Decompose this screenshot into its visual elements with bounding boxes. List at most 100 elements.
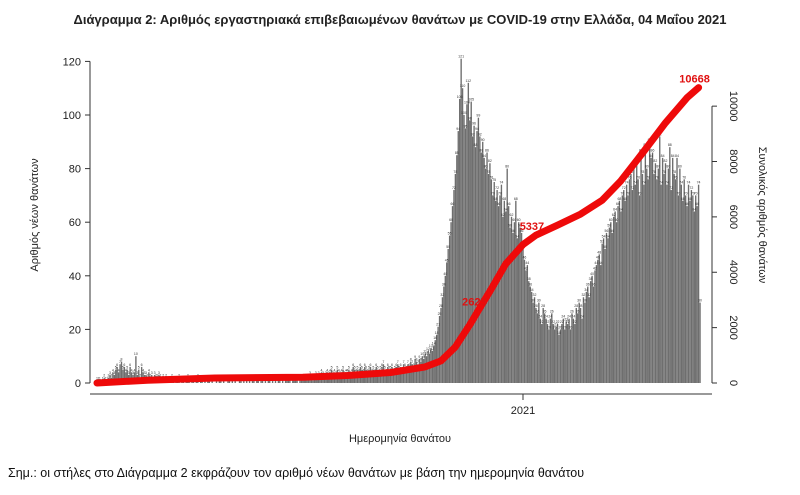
bar-value-label: 6	[395, 363, 397, 367]
bar-value-label: 78	[672, 170, 676, 174]
bar-value-label: 42	[593, 266, 597, 270]
bar-value-label: 16	[433, 336, 437, 340]
bar	[135, 356, 137, 383]
bar-value-label: 18	[557, 331, 561, 335]
bar-value-label: 74	[499, 181, 503, 185]
bar-value-label: 32	[581, 293, 585, 297]
bar	[349, 374, 352, 383]
bar-value-label: 50	[446, 245, 450, 249]
bar-value-label: 46	[522, 256, 526, 260]
bar-value-label: 64	[619, 207, 623, 211]
bar-value-label: 6	[404, 363, 406, 367]
bar	[613, 216, 615, 383]
bar-value-label: 26	[543, 309, 547, 313]
bar	[594, 270, 596, 383]
bar	[643, 184, 645, 383]
bar	[684, 195, 687, 383]
bar	[119, 364, 121, 383]
bar	[592, 286, 595, 383]
bar-value-label: 8	[420, 358, 422, 362]
bar	[536, 313, 539, 383]
bar	[120, 361, 123, 383]
bar-value-label: 10	[420, 352, 424, 356]
bar-value-label: 60	[512, 218, 516, 222]
bar	[614, 211, 616, 383]
bar-value-label: 74	[633, 181, 637, 185]
bar-value-label: 121	[458, 55, 464, 59]
bar	[243, 380, 245, 383]
bar	[140, 366, 143, 383]
bar-value-label: 106	[457, 95, 463, 99]
bar-value-label: 6	[123, 363, 125, 367]
bar-value-label: 74	[625, 181, 629, 185]
bar	[680, 184, 683, 383]
bar	[487, 173, 490, 383]
bar-value-label: 70	[620, 191, 624, 195]
bar-value-label: 52	[600, 240, 604, 244]
bar-value-label: 68	[502, 197, 506, 201]
bar-value-label: 5	[357, 366, 359, 370]
bar-value-label: 75	[492, 178, 496, 182]
bar-value-label: 68	[494, 197, 498, 201]
bar	[125, 372, 127, 383]
bar-value-label: 24	[567, 315, 571, 319]
bar-value-label: 24	[580, 315, 584, 319]
bar	[660, 184, 662, 383]
bar-value-label: 4	[112, 368, 114, 372]
bar-value-label: 4	[321, 368, 323, 372]
bar	[284, 380, 287, 383]
bar-value-label: 4	[351, 368, 353, 372]
bar	[664, 163, 667, 383]
bar-value-label: 7	[119, 360, 121, 364]
bar-value-label: 40	[443, 272, 447, 276]
bar-value-label: 2	[139, 374, 141, 378]
bar-value-label: 104	[464, 100, 470, 104]
bar	[466, 104, 468, 383]
bar	[461, 88, 464, 383]
bar	[371, 372, 373, 383]
bar-value-label: 7	[403, 360, 405, 364]
bar-value-label: 26	[550, 309, 554, 313]
bar-value-label: 2	[159, 374, 161, 378]
bar	[441, 297, 444, 383]
bar-value-label: 58	[518, 224, 522, 228]
bar-value-label: 5	[377, 366, 379, 370]
bar	[610, 222, 612, 383]
bar-value-label: 6	[375, 363, 377, 367]
bar-value-label: 74	[687, 181, 691, 185]
bar-value-label: 78	[453, 170, 457, 174]
bar-value-label: 64	[613, 207, 617, 211]
bar	[417, 364, 419, 383]
bar	[316, 377, 318, 383]
bar-value-label: 112	[466, 79, 472, 83]
bar	[584, 302, 586, 383]
bar-value-label: 1	[102, 376, 104, 380]
bar-value-label: 4	[367, 368, 369, 372]
bar	[319, 377, 321, 383]
bar-value-label: 6	[413, 363, 415, 367]
bar	[484, 168, 487, 383]
bar	[683, 179, 685, 383]
bar-value-label: 11	[428, 350, 432, 354]
bar	[407, 364, 409, 383]
bar	[657, 168, 659, 383]
bar-value-label: 76	[646, 175, 650, 179]
bar	[595, 265, 598, 383]
bar-value-label: 54	[515, 234, 519, 238]
bar-value-label: 66	[616, 202, 620, 206]
bar	[572, 318, 575, 383]
bar	[480, 152, 482, 383]
left-axis-tick-label: 120	[63, 56, 81, 68]
bar-value-label: 5	[372, 366, 374, 370]
bar-value-label: 3	[113, 371, 115, 375]
bar-value-label: 32	[533, 293, 537, 297]
bar-value-label: 72	[630, 186, 634, 190]
bar	[687, 184, 690, 383]
bar-value-label: 56	[605, 229, 609, 233]
bar-value-label: 6	[387, 363, 389, 367]
bar-value-label: 58	[607, 224, 611, 228]
bar-value-label: 48	[597, 250, 601, 254]
bar-value-label: 55	[448, 232, 452, 236]
bar-value-label: 62	[612, 213, 616, 217]
bar-value-label: 25	[438, 312, 442, 316]
